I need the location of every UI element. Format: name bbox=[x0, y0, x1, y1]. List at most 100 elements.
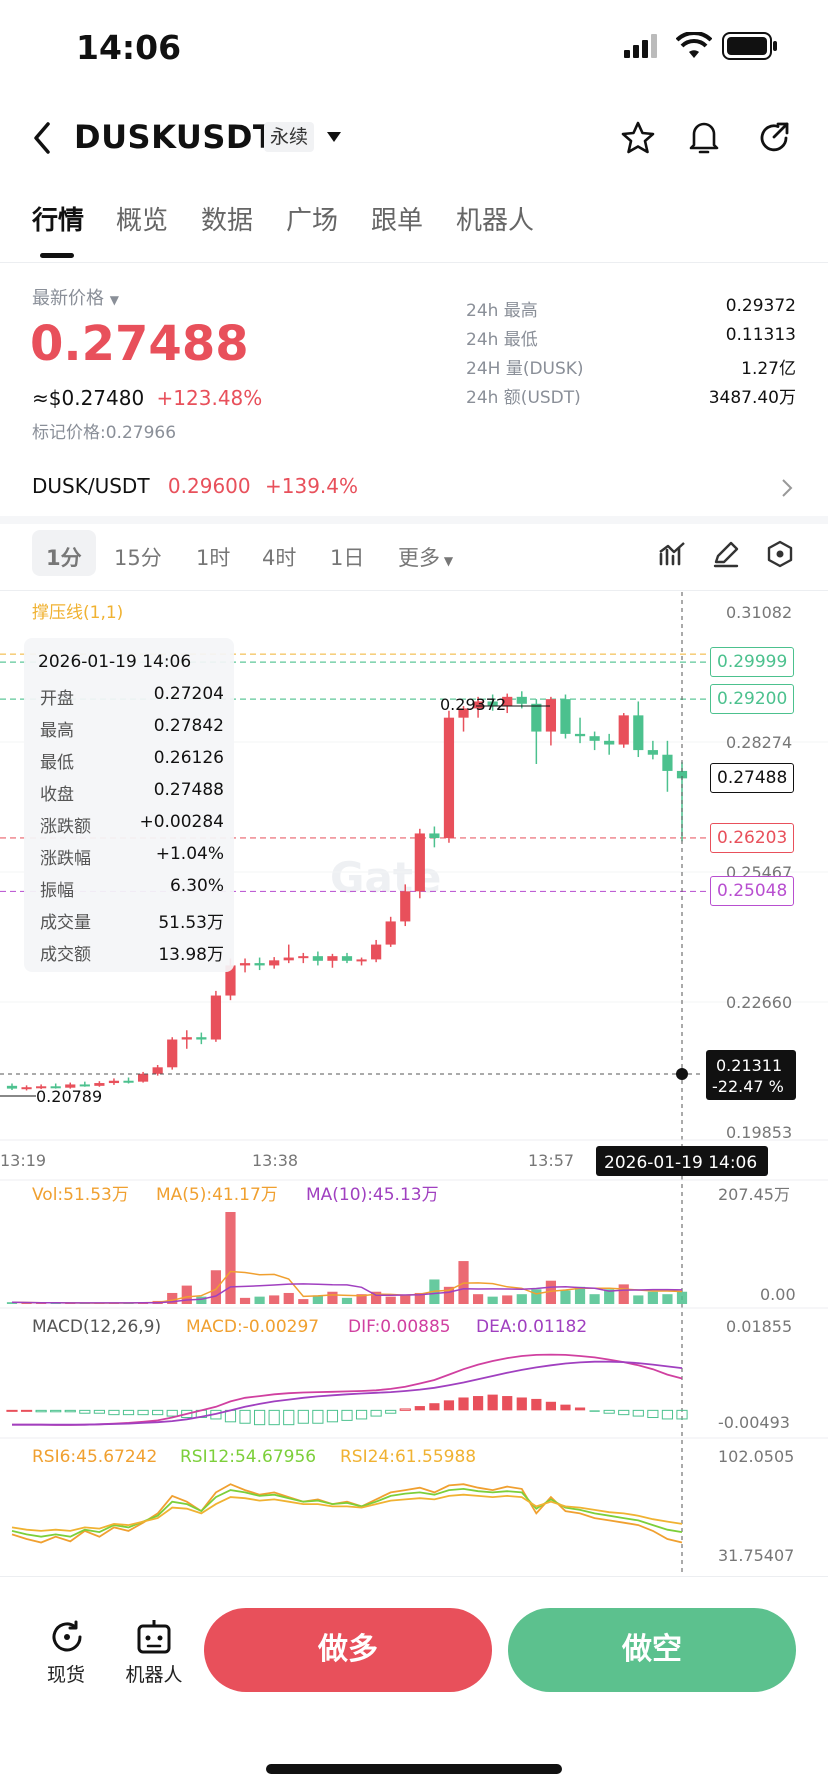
volume-bar bbox=[618, 1284, 629, 1304]
candle bbox=[6, 1083, 18, 1090]
robot-icon[interactable] bbox=[134, 1618, 174, 1656]
indicator-icon[interactable] bbox=[658, 540, 686, 568]
candle-tooltip: 2026-01-19 14:06 开盘 0.27204 最高 0.27842 最低 0… bbox=[24, 638, 234, 972]
candle bbox=[545, 696, 557, 746]
candle bbox=[618, 713, 629, 748]
tab-copy-trade[interactable]: 跟单 bbox=[371, 206, 424, 236]
tab-market[interactable]: 行情 bbox=[32, 206, 85, 236]
macd-min: -0.00493 bbox=[718, 1413, 790, 1432]
candle bbox=[21, 1085, 32, 1091]
macd-bar bbox=[429, 1403, 440, 1411]
tab-data[interactable]: 数据 bbox=[201, 206, 254, 236]
indicator-label: 撑压线(1,1) bbox=[32, 603, 123, 623]
macd-bar bbox=[632, 1409, 644, 1417]
level-price-tag[interactable]: 0.29999 bbox=[710, 647, 795, 678]
star-icon[interactable] bbox=[620, 120, 656, 156]
volume-bar bbox=[239, 1297, 251, 1304]
macd-bar bbox=[443, 1400, 455, 1411]
candle bbox=[385, 916, 396, 947]
contract-type-badge: 永续 bbox=[264, 122, 315, 152]
tab-square[interactable]: 广场 bbox=[286, 206, 339, 236]
tab-overview[interactable]: 概览 bbox=[116, 206, 169, 236]
volume-bar bbox=[225, 1212, 236, 1304]
volume-bar bbox=[254, 1296, 265, 1304]
macd-bar bbox=[676, 1409, 688, 1420]
change-percent: +123.48% bbox=[156, 386, 263, 410]
interval-15m[interactable]: 15分 bbox=[114, 546, 162, 570]
level-price-tag[interactable]: 0.26203 bbox=[710, 822, 795, 853]
candle bbox=[123, 1077, 134, 1084]
kline-chart[interactable]: Gate 0.31082 0.28274 0.25467 0.22660 0.1… bbox=[0, 592, 828, 1576]
volume-bar bbox=[545, 1280, 557, 1304]
candle bbox=[443, 710, 455, 843]
chevron-right-icon[interactable] bbox=[780, 478, 794, 498]
settings-hex-icon[interactable] bbox=[766, 540, 794, 568]
candle bbox=[167, 1037, 178, 1070]
interval-active-bg bbox=[32, 530, 96, 576]
candle bbox=[50, 1083, 61, 1089]
open-long-button[interactable]: 做多 bbox=[204, 1608, 492, 1692]
level-price-tag[interactable]: 0.27488 bbox=[710, 763, 795, 794]
y-tick-1: 0.31082 bbox=[726, 603, 792, 622]
tab-bot[interactable]: 机器人 bbox=[456, 206, 535, 236]
interval-4h[interactable]: 4时 bbox=[262, 546, 297, 570]
draw-pen-icon[interactable] bbox=[712, 540, 740, 568]
spot-label[interactable]: 现货 bbox=[46, 1664, 85, 1686]
volume-bar bbox=[356, 1294, 367, 1304]
rsi-min: 31.75407 bbox=[718, 1546, 794, 1565]
rsi24-line bbox=[11, 1493, 683, 1532]
candle bbox=[79, 1081, 90, 1087]
candle bbox=[94, 1081, 105, 1087]
symbol-title[interactable]: DUSKUSDT bbox=[74, 118, 276, 156]
volume-bar bbox=[371, 1291, 382, 1304]
volume-bar bbox=[341, 1297, 353, 1304]
open-short-button[interactable]: 做空 bbox=[508, 1608, 796, 1692]
macd-bar bbox=[79, 1409, 91, 1414]
latest-price-label[interactable]: 最新价格 ▼ bbox=[32, 288, 119, 309]
spot-pair-row[interactable]: DUSK/USDT 0.29600 +139.4% bbox=[32, 474, 359, 498]
macd-bar bbox=[268, 1409, 280, 1426]
macd-dif: DIF:0.00885 bbox=[348, 1317, 451, 1337]
interval-more[interactable]: 更多 ▼ bbox=[398, 546, 454, 570]
volume-bar bbox=[574, 1286, 586, 1304]
level-price-tag[interactable]: 0.29200 bbox=[710, 684, 795, 715]
status-time: 14:06 bbox=[76, 28, 182, 67]
spot-icon[interactable] bbox=[48, 1618, 86, 1656]
candle bbox=[341, 952, 353, 964]
rsi12-label: RSI12:54.67956 bbox=[180, 1447, 316, 1467]
bell-icon[interactable] bbox=[686, 118, 722, 156]
volume-bar bbox=[414, 1292, 425, 1304]
macd-bar bbox=[239, 1409, 251, 1424]
interval-1h[interactable]: 1时 bbox=[196, 546, 231, 570]
share-icon[interactable] bbox=[756, 120, 792, 156]
robot-label[interactable]: 机器人 bbox=[125, 1664, 183, 1686]
chevron-down-icon[interactable] bbox=[326, 130, 342, 144]
volume-bar bbox=[560, 1290, 571, 1304]
low-marker: 0.20789 bbox=[36, 1087, 102, 1106]
x-tick-1: 13:19 bbox=[0, 1151, 46, 1170]
macd-bar bbox=[20, 1409, 33, 1412]
candle bbox=[312, 951, 323, 966]
macd-bar bbox=[472, 1396, 484, 1411]
candle bbox=[472, 696, 484, 718]
level-price-tag[interactable]: 0.25048 bbox=[710, 876, 795, 907]
volume-bar bbox=[487, 1296, 498, 1304]
candle bbox=[298, 952, 309, 964]
volume-bar bbox=[516, 1294, 527, 1304]
macd-bar bbox=[297, 1409, 309, 1424]
interval-1m[interactable]: 1分 bbox=[46, 546, 82, 570]
volume-bar bbox=[676, 1291, 688, 1304]
y-tick-2: 0.28274 bbox=[726, 733, 792, 752]
back-icon[interactable] bbox=[30, 120, 54, 156]
candle bbox=[589, 731, 600, 751]
volume-bar bbox=[589, 1294, 600, 1304]
y-tick-5: 0.19853 bbox=[726, 1123, 792, 1142]
volume-bar bbox=[633, 1295, 644, 1304]
crosshair-price-tag bbox=[706, 1050, 796, 1100]
caret-down-icon: ▼ bbox=[109, 293, 119, 307]
volume-bar bbox=[385, 1296, 396, 1304]
volume-bar bbox=[472, 1294, 484, 1304]
interval-1d[interactable]: 1日 bbox=[330, 546, 365, 570]
macd-bar bbox=[166, 1409, 178, 1417]
x-tick-2: 13:38 bbox=[252, 1151, 298, 1170]
